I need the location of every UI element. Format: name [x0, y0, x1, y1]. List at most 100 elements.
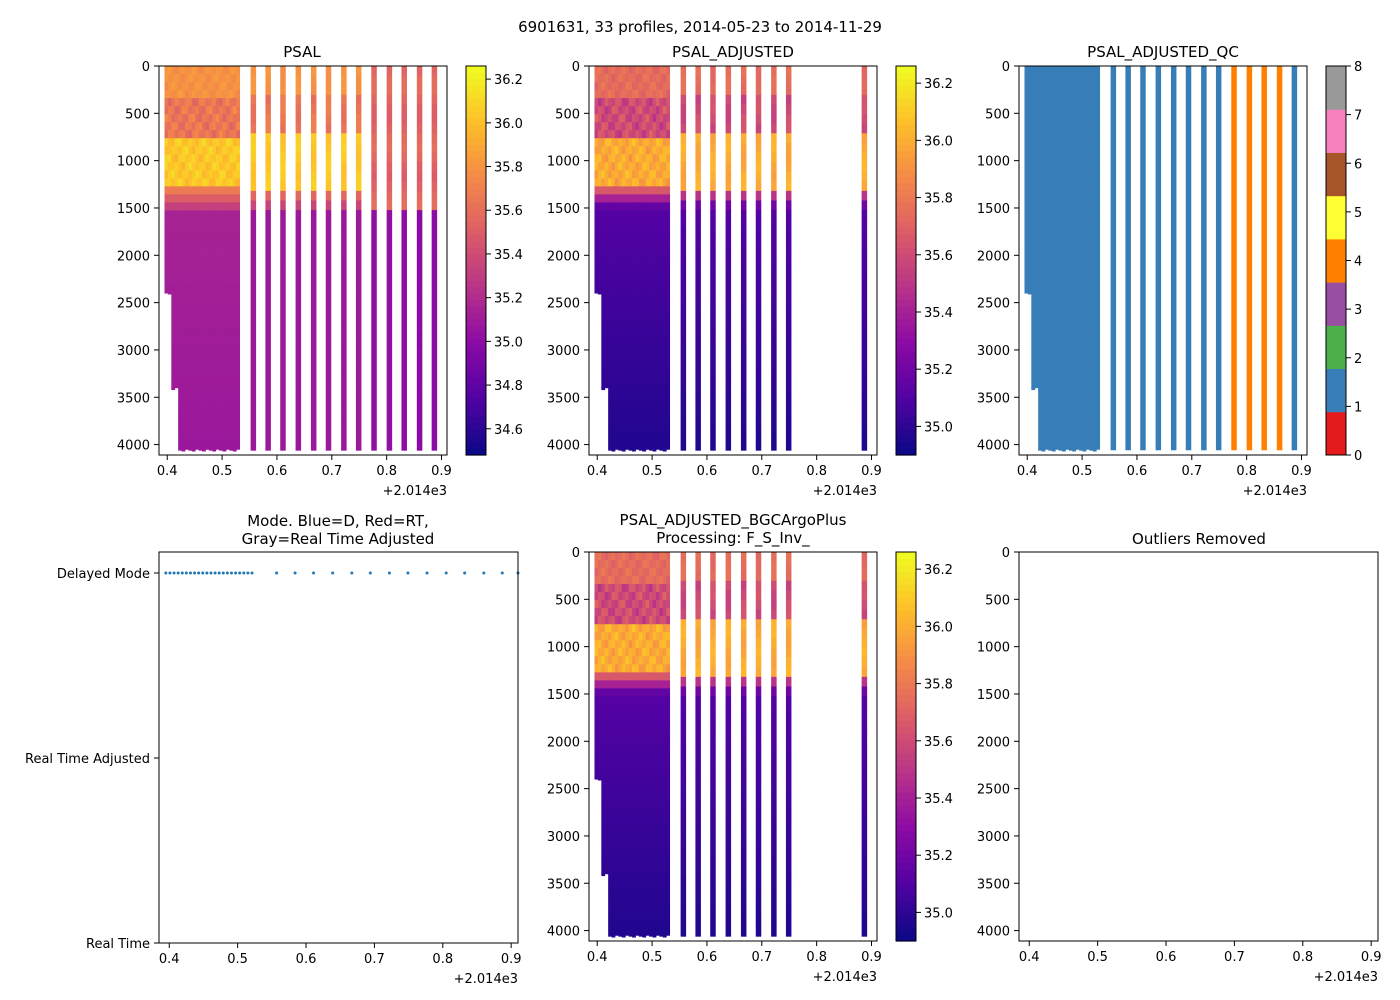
profile-segment — [680, 123, 687, 134]
heat-cell — [608, 792, 612, 802]
panel-psal-adjusted-qc-title: PSAL_ADJUSTED_QC — [1087, 43, 1239, 62]
heat-cell — [604, 576, 609, 585]
heat-cell — [191, 202, 196, 211]
colorbar-band — [466, 215, 486, 223]
heat-cell — [181, 378, 186, 388]
profile-segment — [265, 85, 271, 96]
heat-cell — [614, 370, 619, 380]
heat-cell — [625, 816, 630, 826]
heat-cell — [1055, 370, 1060, 380]
heat-cell — [205, 362, 210, 372]
profile-segment — [431, 104, 438, 115]
heat-cell — [652, 194, 657, 203]
heat-cell — [195, 435, 200, 444]
heat-cell — [1044, 170, 1049, 179]
profile-segment — [680, 248, 687, 259]
heat-cell — [171, 130, 176, 139]
heat-cell — [178, 290, 182, 300]
heat-cell — [229, 170, 234, 179]
heat-cell — [229, 98, 234, 107]
heat-cell — [628, 752, 633, 762]
profile-segment — [431, 181, 438, 192]
heat-cell — [608, 872, 612, 882]
heat-cell — [232, 443, 237, 452]
heat-cell — [1096, 74, 1101, 83]
heat-cell — [618, 736, 623, 745]
profile-segment — [310, 315, 317, 326]
heat-cell — [635, 832, 640, 842]
heat-cell — [618, 314, 623, 324]
heat-cell — [632, 290, 636, 300]
heat-cell — [225, 170, 230, 179]
heat-cell — [628, 696, 633, 705]
heat-cell — [225, 66, 230, 75]
profile-segment — [740, 258, 747, 269]
heat-cell — [229, 298, 234, 308]
heat-cell — [232, 330, 237, 340]
profile-segment — [740, 392, 747, 403]
heat-cell — [1048, 314, 1053, 324]
heat-cell — [191, 362, 196, 372]
heat-cell — [1079, 402, 1083, 412]
heat-cell — [1075, 338, 1080, 348]
heat-cell — [621, 921, 626, 930]
heat-cell — [662, 354, 667, 364]
heat-cell — [1027, 250, 1032, 259]
profile-segment — [725, 315, 732, 326]
heat-cell — [601, 776, 606, 786]
profile-segment — [680, 219, 687, 230]
heat-cell — [621, 792, 626, 802]
profile-segment — [355, 315, 362, 326]
profile-segment — [710, 190, 716, 201]
heat-cell — [174, 314, 179, 324]
heat-cell — [1096, 114, 1101, 123]
heat-cell — [1089, 378, 1094, 388]
heat-cell — [1027, 162, 1032, 171]
heat-cell — [608, 913, 612, 922]
heat-cell — [188, 314, 193, 324]
heat-cell — [202, 322, 206, 332]
heat-cell — [198, 242, 203, 251]
heat-cell — [1072, 298, 1077, 308]
heat-cell — [229, 106, 234, 115]
heat-cell — [202, 378, 206, 388]
profile-segment — [265, 277, 271, 288]
heat-cell — [604, 362, 609, 372]
profile-segment — [725, 373, 732, 384]
heat-cell — [171, 274, 176, 284]
profile-segment — [861, 219, 868, 230]
heat-cell — [655, 443, 660, 450]
heat-cell — [604, 162, 609, 171]
heat-cell — [652, 178, 657, 187]
heat-cell — [621, 106, 626, 115]
heat-cell — [1051, 250, 1056, 259]
heat-cell — [659, 394, 664, 404]
heat-cell — [618, 808, 623, 818]
profile-segment — [341, 392, 347, 403]
heat-cell — [202, 346, 206, 356]
heat-cell — [191, 130, 196, 139]
heat-cell — [652, 427, 657, 436]
profile-segment — [401, 123, 407, 134]
heat-cell — [662, 202, 667, 211]
profile-segment — [680, 392, 687, 403]
heat-cell — [181, 386, 186, 396]
heat-cell — [652, 314, 657, 324]
heat-cell — [649, 274, 653, 284]
heat-cell — [638, 178, 643, 187]
heat-cell — [1068, 338, 1073, 348]
heat-cell — [666, 250, 671, 259]
heat-cell — [597, 210, 602, 219]
heat-cell — [188, 402, 193, 412]
heat-cell — [604, 792, 609, 802]
heat-cell — [212, 266, 217, 276]
profile-segment — [325, 248, 332, 259]
heat-cell — [662, 210, 667, 219]
heat-cell — [167, 106, 172, 115]
heat-cell — [614, 306, 619, 316]
heat-cell — [1034, 274, 1039, 284]
heat-cell — [198, 435, 203, 444]
heat-cell — [1092, 306, 1097, 316]
profile-segment — [250, 258, 257, 269]
profile-segment — [680, 152, 687, 163]
